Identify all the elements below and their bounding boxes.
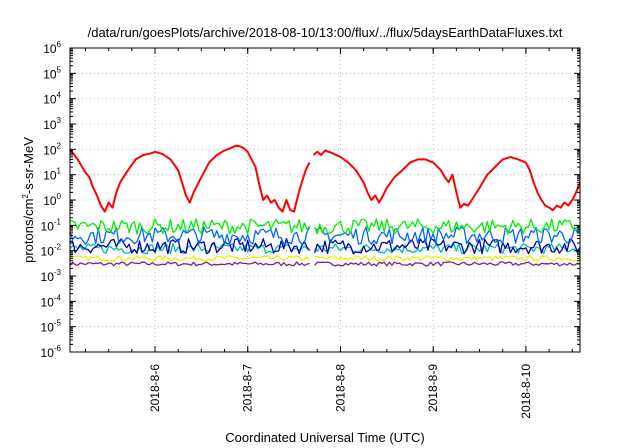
y-tick-label-exp: 6	[57, 40, 62, 49]
y-tick-label-base: 10	[43, 143, 57, 157]
y-axis-label-prefix: protons/cm	[21, 199, 36, 263]
y-axis-label: protons/cm2-s-sr-MeV	[21, 137, 36, 263]
y-tick-label-exp: -2	[54, 243, 62, 252]
y-axis-label-suffix: -s-sr-MeV	[21, 137, 36, 194]
y-tick-label-exp: 5	[57, 65, 62, 74]
series-line	[314, 261, 581, 267]
y-axis-ticks: 10-610-510-410-310-210-11001011021031041…	[41, 40, 580, 360]
y-tick-label-base: 10	[41, 295, 55, 309]
x-tick-label: 2018-8-6	[148, 364, 162, 412]
y-tick-label-base: 10	[43, 194, 57, 208]
y-tick-label-exp: -1	[54, 217, 62, 226]
y-tick-label-base: 10	[41, 321, 55, 335]
y-tick-label: 10-6	[41, 344, 62, 360]
y-tick-label-base: 10	[43, 67, 57, 81]
series-line	[314, 218, 581, 235]
y-tick-label-exp: 4	[57, 91, 62, 100]
y-tick-label-base: 10	[41, 270, 55, 284]
y-tick-label: 10-1	[41, 217, 62, 233]
series-line	[314, 238, 581, 255]
x-tick-label: 2018-8-10	[519, 364, 533, 419]
series-line	[314, 226, 581, 245]
x-tick-label: 2018-8-7	[241, 364, 255, 412]
y-tick-label: 10-5	[41, 319, 62, 335]
series-line	[69, 218, 311, 235]
series-line	[69, 144, 311, 213]
series-line	[69, 226, 311, 245]
y-tick-label-exp: -5	[54, 319, 62, 328]
y-axis-label-sup: 2	[21, 194, 30, 199]
y-tick-label: 10-3	[41, 268, 62, 284]
x-axis-ticks: 2018-8-6 2018-8-7 2018-8-8 2018-8-9 2018-8-1…	[84, 48, 573, 419]
y-tick-label-base: 10	[41, 346, 55, 360]
y-tick-label: 100	[43, 192, 61, 208]
x-axis-label: Coordinated Universal Time (UTC)	[225, 430, 424, 445]
y-tick-label: 103	[43, 116, 61, 132]
y-tick-label-exp: 3	[57, 116, 62, 125]
y-tick-label-exp: 2	[57, 141, 62, 150]
y-tick-label-exp: -6	[54, 344, 62, 353]
chart-title: /data/run/goesPlots/archive/2018-08-10/1…	[88, 25, 563, 40]
y-tick-label-base: 10	[43, 118, 57, 132]
y-tick-label: 104	[43, 91, 61, 107]
series-group	[69, 144, 581, 267]
y-tick-label-base: 10	[43, 93, 57, 107]
y-tick-label: 102	[43, 141, 61, 157]
grid	[70, 48, 580, 352]
y-tick-label: 10-4	[41, 293, 62, 309]
y-tick-label-exp: -3	[54, 268, 62, 277]
series-line	[69, 261, 310, 267]
y-tick-label-base: 10	[41, 245, 55, 259]
x-tick-label: 2018-8-9	[426, 364, 440, 412]
y-tick-label: 10-2	[41, 243, 62, 259]
y-tick-label-exp: 0	[57, 192, 62, 201]
y-tick-label-base: 10	[41, 219, 55, 233]
y-tick-label-base: 10	[43, 42, 57, 56]
series-line	[312, 149, 581, 212]
series-line	[69, 237, 311, 255]
y-tick-label: 106	[43, 40, 61, 56]
series-line	[314, 255, 581, 262]
y-tick-label: 105	[43, 65, 61, 81]
series-line	[69, 255, 311, 262]
y-tick-label-exp: 1	[57, 167, 62, 176]
y-tick-label: 101	[43, 167, 61, 183]
x-tick-label: 2018-8-8	[333, 364, 347, 412]
plot-frame	[69, 47, 581, 353]
series-line	[69, 243, 310, 255]
y-tick-label-base: 10	[43, 169, 57, 183]
y-tick-label-exp: -4	[54, 293, 62, 302]
